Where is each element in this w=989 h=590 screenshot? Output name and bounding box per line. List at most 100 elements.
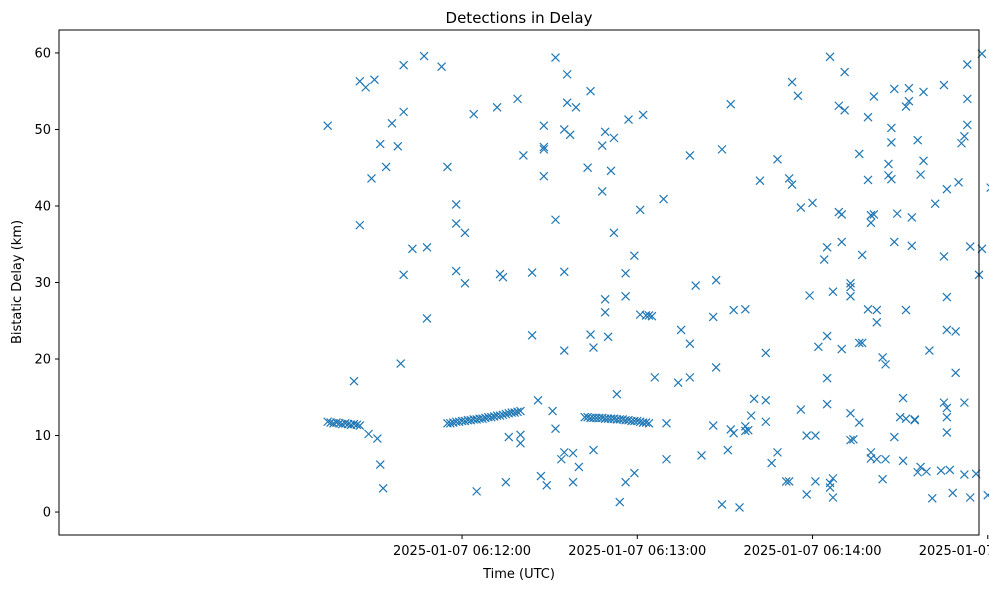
data-point: [323, 121, 333, 131]
data-point: [761, 348, 771, 358]
y-tick-label: 30: [34, 276, 51, 291]
x-tick-label: 2025-01-07 06:12:00: [393, 544, 531, 559]
data-point: [562, 98, 572, 108]
data-point: [539, 171, 549, 181]
data-point: [340, 418, 350, 428]
data-point: [936, 466, 946, 476]
data-point: [869, 209, 879, 219]
data-point: [755, 176, 765, 186]
data-point: [901, 102, 911, 111]
y-axis-title: Bistatic Delay (km): [10, 220, 25, 344]
data-point: [673, 378, 683, 388]
data-point: [825, 52, 835, 62]
x-axis-ticks: 2025-01-07 06:12:00 2025-01-07 06:13:00 20…: [393, 535, 989, 559]
data-point: [609, 133, 619, 143]
data-point: [878, 353, 888, 362]
y-axis-ticks: 0 10 20 30 40 50 60: [34, 46, 59, 521]
data-point: [600, 127, 610, 137]
data-point: [551, 424, 560, 434]
x-axis-title: Time (UTC): [482, 567, 555, 582]
data-point: [635, 205, 645, 215]
data-point: [962, 60, 972, 69]
data-point: [962, 120, 972, 130]
data-point: [884, 159, 893, 169]
data-point: [641, 418, 651, 427]
data-point: [378, 483, 388, 493]
data-point: [784, 477, 794, 486]
data-point: [399, 60, 409, 70]
x-tick-label: 2025-01-07 06:15:00: [919, 544, 989, 559]
data-point: [586, 330, 595, 339]
data-point: [913, 135, 923, 145]
data-point: [863, 304, 873, 314]
data-point: [513, 94, 522, 104]
data-point: [939, 252, 949, 261]
data-point: [787, 77, 797, 87]
data-point: [606, 166, 616, 176]
data-point: [866, 218, 876, 228]
data-point: [939, 398, 949, 408]
data-point: [866, 210, 876, 220]
data-point: [904, 96, 914, 106]
data-point: [942, 292, 952, 302]
data-point: [854, 418, 864, 427]
data-point: [372, 434, 382, 444]
y-tick-label: 20: [34, 353, 51, 368]
data-point: [884, 170, 893, 180]
data-point: [533, 395, 543, 405]
data-point: [518, 151, 528, 160]
y-tick-label: 40: [34, 199, 51, 214]
data-point: [399, 270, 409, 280]
data-point: [951, 327, 961, 336]
data-point: [387, 118, 397, 128]
data-point: [460, 278, 470, 288]
data-point: [583, 163, 593, 173]
data-point: [825, 478, 835, 488]
data-point: [878, 474, 888, 484]
chart-title: Detections in Delay: [446, 9, 593, 27]
data-point: [857, 250, 867, 260]
data-point: [854, 149, 864, 159]
data-point: [516, 438, 525, 448]
data-point: [863, 175, 873, 185]
data-point: [916, 170, 926, 180]
data-point: [600, 294, 610, 304]
data-point: [837, 237, 847, 247]
data-point: [597, 141, 607, 150]
data-point: [986, 183, 989, 193]
data-point: [571, 102, 581, 112]
data-point: [846, 278, 855, 288]
data-point: [942, 184, 952, 194]
data-point: [959, 470, 969, 479]
data-point: [846, 435, 855, 445]
data-point: [451, 200, 461, 209]
data-point: [624, 115, 633, 124]
data-point: [422, 314, 432, 323]
data-point: [559, 447, 569, 457]
data-point: [945, 465, 955, 475]
data-point: [828, 473, 838, 483]
data-point: [492, 102, 502, 112]
data-point: [922, 467, 931, 476]
data-point: [872, 305, 882, 315]
data-point: [808, 198, 817, 208]
data-point: [787, 180, 797, 189]
data-point: [539, 144, 549, 154]
data-point: [355, 421, 365, 431]
data-point: [399, 107, 409, 117]
data-point: [881, 359, 890, 369]
data-point: [568, 477, 578, 487]
data-point: [954, 177, 963, 187]
data-point: [895, 412, 905, 422]
data-point: [889, 237, 899, 247]
data-point: [629, 468, 639, 478]
data-point: [837, 209, 847, 219]
data-point: [355, 220, 365, 230]
data-point: [773, 447, 782, 457]
data-point: [743, 425, 753, 435]
data-point: [872, 317, 882, 327]
data-point: [740, 304, 750, 314]
data-point: [761, 417, 771, 427]
data-point: [370, 75, 379, 85]
data-point: [478, 414, 487, 424]
